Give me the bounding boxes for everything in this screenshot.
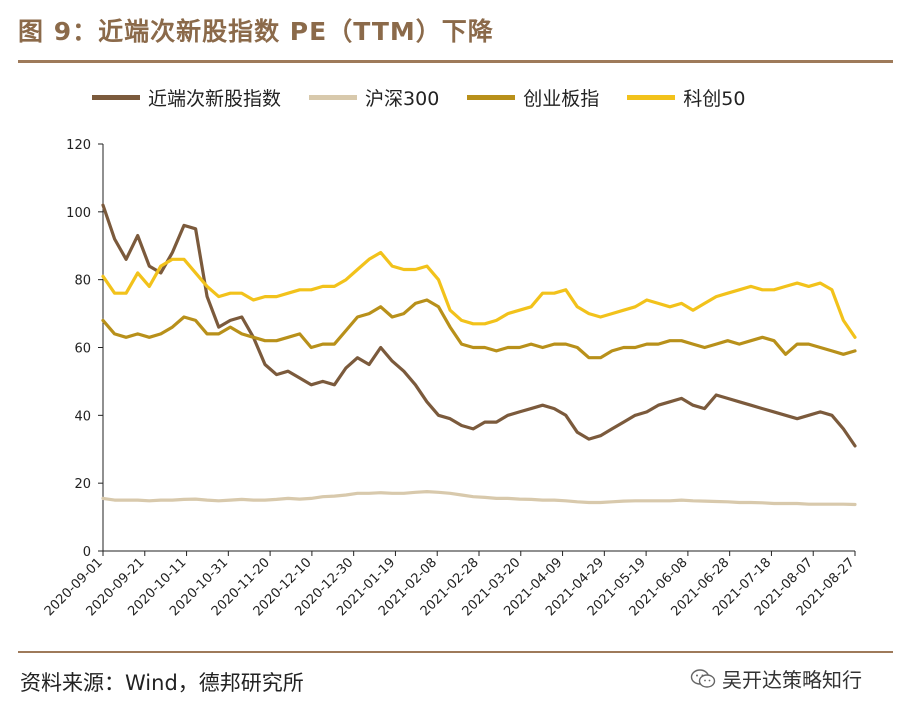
wechat-icon xyxy=(690,668,716,688)
source-note: 资料来源：Wind，德邦研究所 xyxy=(20,671,304,695)
legend-swatch-2 xyxy=(467,95,516,100)
y-tick-label: 120 xyxy=(66,138,91,153)
y-tick-label: 60 xyxy=(74,342,91,357)
legend-swatch-3 xyxy=(627,95,676,100)
y-tick-label: 0 xyxy=(83,545,91,560)
legend-label-1: 沪深300 xyxy=(365,88,440,110)
watermark-text: 吴开达策略知行 xyxy=(722,668,862,692)
line-chart: 0204060801001202020-09-012020-09-212020-… xyxy=(42,138,858,619)
legend-label-2: 创业板指 xyxy=(523,88,600,110)
legend-swatch-0 xyxy=(92,95,140,100)
top-divider xyxy=(18,60,893,63)
legend-label-3: 科创50 xyxy=(683,88,746,110)
bottom-divider xyxy=(18,651,893,653)
y-tick-label: 40 xyxy=(74,409,91,424)
watermark: 吴开达策略知行 xyxy=(690,664,862,693)
chart-series xyxy=(101,203,857,507)
series-line-3 xyxy=(101,250,857,339)
y-tick-label: 20 xyxy=(74,477,91,492)
chart-legend: 近端次新股指数 沪深300 创业板指 科创50 xyxy=(92,84,745,111)
legend-swatch-1 xyxy=(309,95,358,100)
legend-item-0: 近端次新股指数 xyxy=(92,84,281,111)
legend-item-1: 沪深300 xyxy=(309,84,439,111)
series-line-2 xyxy=(101,298,857,360)
legend-item-3: 科创50 xyxy=(627,84,745,111)
y-tick-label: 100 xyxy=(66,206,91,221)
page-title: 图 9：近端次新股指数 PE（TTM）下降 xyxy=(18,17,494,46)
legend-label-0: 近端次新股指数 xyxy=(148,88,282,110)
series-line-0 xyxy=(101,203,857,448)
legend-item-2: 创业板指 xyxy=(467,84,599,111)
y-tick-label: 80 xyxy=(74,274,91,289)
series-line-1 xyxy=(101,490,857,507)
chart-axes: 0204060801001202020-09-012020-09-212020-… xyxy=(42,138,858,619)
